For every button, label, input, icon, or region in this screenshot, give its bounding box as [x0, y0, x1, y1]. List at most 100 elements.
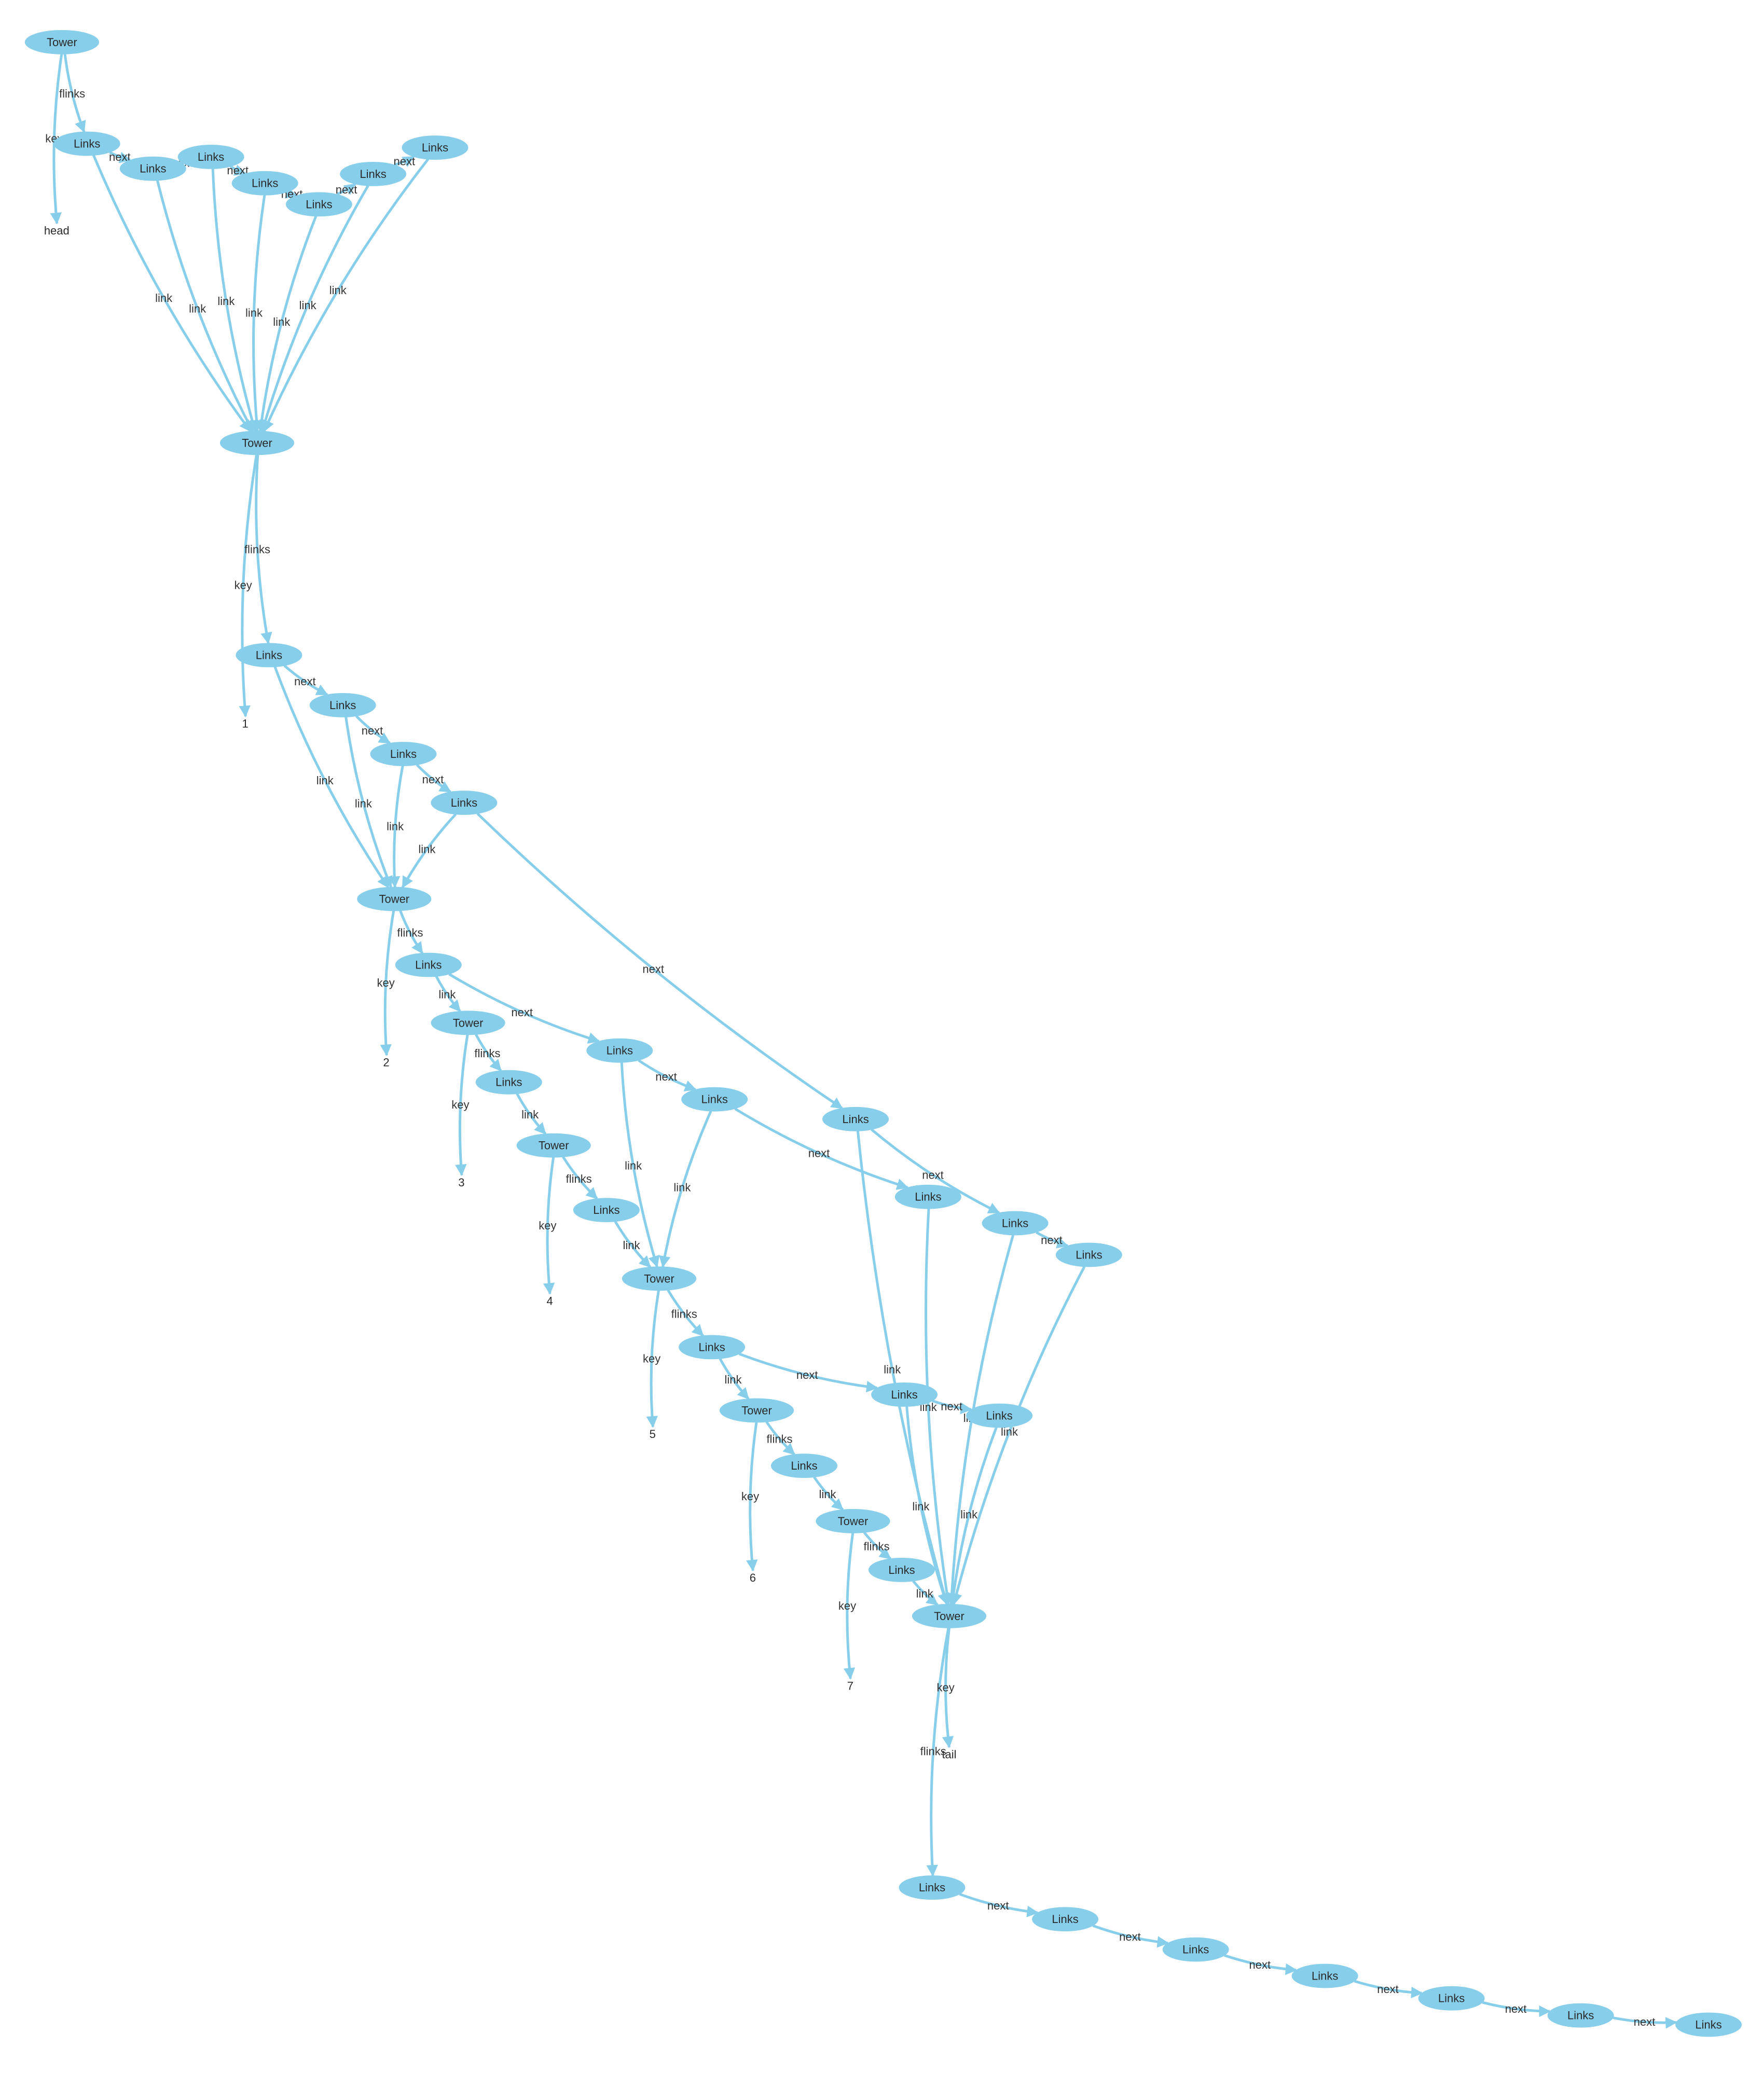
node-links[interactable]: Links [871, 1382, 938, 1407]
node-links[interactable]: Links [177, 145, 244, 169]
tower-ellipse[interactable] [357, 887, 432, 911]
node-links[interactable]: Links [402, 135, 468, 160]
tower-ellipse[interactable] [816, 1509, 890, 1533]
node-tower[interactable]: Tower [357, 887, 432, 911]
links-ellipse[interactable] [822, 1106, 889, 1131]
leaf-7[interactable]: 7 [847, 1679, 853, 1692]
node-links[interactable]: Links [340, 162, 407, 186]
links-ellipse[interactable] [681, 1087, 748, 1112]
edge-e1-t5 [614, 1221, 652, 1268]
node-tower[interactable]: Tower [816, 1509, 890, 1533]
leaf-head[interactable]: head [44, 224, 70, 237]
node-links[interactable]: Links [771, 1454, 837, 1478]
leaf-3[interactable]: 3 [458, 1176, 464, 1189]
tower-ellipse[interactable] [219, 431, 295, 455]
node-links[interactable]: Links [1032, 1907, 1099, 1932]
node-links[interactable]: Links [679, 1335, 746, 1360]
node-links[interactable]: Links [285, 192, 352, 217]
node-links[interactable]: Links [1162, 1937, 1229, 1962]
links-ellipse[interactable] [340, 162, 407, 186]
links-ellipse[interactable] [231, 171, 298, 196]
links-ellipse[interactable] [982, 1211, 1049, 1236]
leaf-4[interactable]: 4 [546, 1295, 553, 1308]
edge-label: link [521, 1108, 539, 1121]
links-ellipse[interactable] [402, 135, 468, 160]
node-links[interactable]: Links [1418, 1986, 1485, 2011]
edge-t5-k5 [646, 1290, 660, 1428]
leaf-1[interactable]: 1 [242, 717, 248, 730]
node-tower[interactable]: Tower [516, 1133, 591, 1158]
node-links[interactable]: Links [1055, 1242, 1122, 1267]
node-links[interactable]: Links [869, 1557, 935, 1582]
node-links[interactable]: Links [431, 791, 498, 815]
links-ellipse[interactable] [1162, 1937, 1229, 1962]
links-ellipse[interactable] [871, 1382, 938, 1407]
links-ellipse[interactable] [966, 1403, 1033, 1428]
edge-a6-t1 [259, 185, 369, 432]
node-links[interactable]: Links [586, 1038, 653, 1063]
links-ellipse[interactable] [573, 1198, 640, 1223]
node-links[interactable]: Links [370, 742, 437, 766]
links-ellipse[interactable] [899, 1875, 966, 1900]
tower-ellipse[interactable] [24, 30, 99, 54]
links-ellipse[interactable] [586, 1038, 653, 1063]
node-links[interactable]: Links [475, 1070, 542, 1095]
edge-label: link [299, 299, 317, 312]
links-ellipse[interactable] [1291, 1963, 1358, 1988]
node-links[interactable]: Links [822, 1106, 889, 1131]
node-links[interactable]: Links [1675, 2012, 1742, 2037]
tower-ellipse[interactable] [719, 1398, 794, 1423]
node-tower[interactable]: Tower [719, 1398, 794, 1423]
node-tower[interactable]: Tower [912, 1603, 987, 1628]
links-ellipse[interactable] [894, 1184, 961, 1209]
edge-label: flinks [766, 1432, 792, 1445]
leaf-tail[interactable]: tail [942, 1748, 956, 1761]
edge-label: link [625, 1159, 642, 1172]
links-ellipse[interactable] [431, 791, 498, 815]
links-ellipse[interactable] [53, 131, 120, 156]
tower-ellipse[interactable] [912, 1603, 987, 1628]
node-links[interactable]: Links [1291, 1963, 1358, 1988]
edge-b2-t2 [344, 716, 393, 888]
node-links[interactable]: Links [1547, 2003, 1614, 2028]
node-tower[interactable]: Tower [24, 30, 99, 54]
links-ellipse[interactable] [236, 643, 302, 668]
node-links[interactable]: Links [236, 643, 302, 668]
node-links[interactable]: Links [899, 1875, 966, 1900]
links-ellipse[interactable] [771, 1454, 837, 1478]
links-ellipse[interactable] [395, 952, 462, 977]
links-ellipse[interactable] [285, 192, 352, 217]
tower-ellipse[interactable] [431, 1011, 505, 1035]
node-links[interactable]: Links [119, 156, 186, 181]
node-links[interactable]: Links [573, 1198, 640, 1223]
links-ellipse[interactable] [1675, 2012, 1742, 2037]
node-links[interactable]: Links [681, 1087, 748, 1112]
tower-ellipse[interactable] [516, 1133, 591, 1158]
links-ellipse[interactable] [177, 145, 244, 169]
tower-ellipse[interactable] [622, 1266, 697, 1291]
links-ellipse[interactable] [679, 1335, 746, 1360]
links-ellipse[interactable] [869, 1557, 935, 1582]
leaf-5[interactable]: 5 [650, 1428, 656, 1441]
links-ellipse[interactable] [1547, 2003, 1614, 2028]
leaf-6[interactable]: 6 [750, 1571, 756, 1584]
links-ellipse[interactable] [1055, 1242, 1122, 1267]
node-links[interactable]: Links [894, 1184, 961, 1209]
node-links[interactable]: Links [395, 952, 462, 977]
links-ellipse[interactable] [1418, 1986, 1485, 2011]
links-ellipse[interactable] [370, 742, 437, 766]
leaf-2[interactable]: 2 [383, 1056, 389, 1069]
links-ellipse[interactable] [119, 156, 186, 181]
node-links[interactable]: Links [966, 1403, 1033, 1428]
node-links[interactable]: Links [982, 1211, 1049, 1236]
node-tower[interactable]: Tower [219, 431, 295, 455]
node-links[interactable]: Links [309, 693, 376, 717]
node-links[interactable]: Links [53, 131, 120, 156]
node-links[interactable]: Links [231, 171, 298, 196]
links-ellipse[interactable] [475, 1070, 542, 1095]
node-label: 5 [650, 1428, 656, 1441]
node-tower[interactable]: Tower [431, 1011, 505, 1035]
links-ellipse[interactable] [309, 693, 376, 717]
links-ellipse[interactable] [1032, 1907, 1099, 1932]
node-tower[interactable]: Tower [622, 1266, 697, 1291]
